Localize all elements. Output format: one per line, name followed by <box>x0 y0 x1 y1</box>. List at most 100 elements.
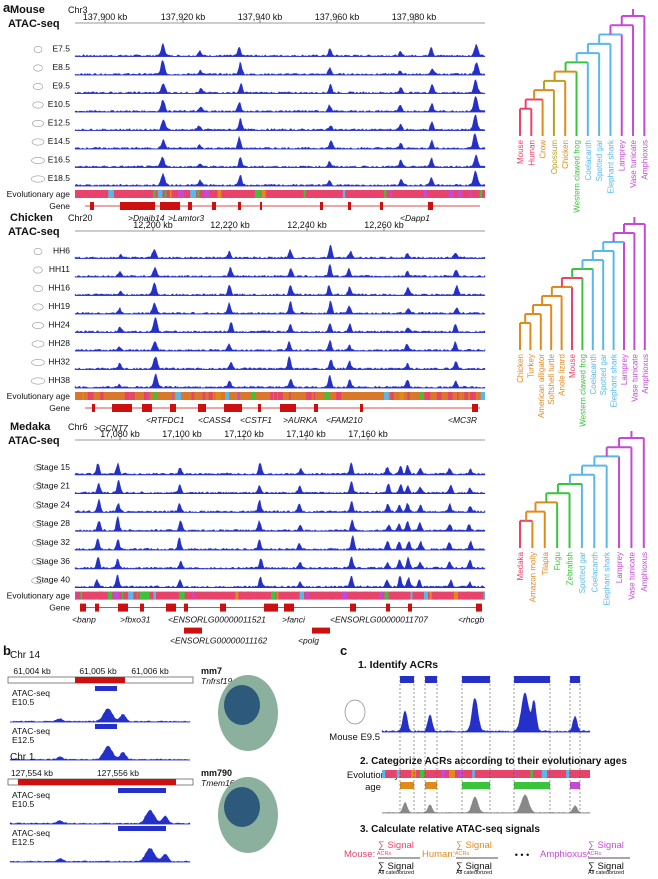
evo-segment <box>424 591 429 600</box>
panel-letter-b: b <box>3 643 11 658</box>
stage-label: E16.5 <box>48 155 70 165</box>
gene-name: <ENSORLG00000011521 <box>168 615 266 625</box>
embryo-icon <box>32 321 44 329</box>
gene-name: >Lamtor3 <box>168 213 204 223</box>
evo-segment <box>399 392 404 400</box>
track-stage-label: E10.5 <box>12 799 34 809</box>
tree-taxon-label: Spotted gar <box>578 552 587 594</box>
evo-segment <box>351 591 358 600</box>
embryo-icon <box>32 539 44 547</box>
signal-track <box>9 745 191 761</box>
locus-gene-name: Tmem163 <box>201 778 240 788</box>
evo-segment <box>424 392 431 400</box>
stage-label: E14.5 <box>48 136 70 146</box>
evo-segment <box>190 190 197 198</box>
evo-segment <box>237 392 240 400</box>
stage-label: Stage 24 <box>36 499 70 509</box>
stage-label: HH28 <box>48 338 70 348</box>
gene-name: <CSTF1 <box>240 415 272 425</box>
evo-segment <box>121 591 124 600</box>
tree-taxon-label: Amazon molly <box>528 552 537 602</box>
evo-segment <box>270 392 274 400</box>
gene-name: >AURKA <box>283 415 318 425</box>
evo-segment <box>313 392 316 400</box>
evo-segment <box>470 392 476 400</box>
evo-segment <box>148 392 150 400</box>
evo-segment <box>191 392 195 400</box>
formula-note: All categorized <box>588 870 624 874</box>
signal-track <box>9 847 191 863</box>
evo-segment <box>143 392 148 400</box>
chromosome-label: Chr3 <box>68 5 88 15</box>
formula-note: All categorized <box>456 870 492 874</box>
evo-segment <box>82 190 86 198</box>
evo-segment <box>130 392 135 400</box>
locus-coord: 61,005 kb <box>79 666 117 676</box>
evo-segment <box>306 392 312 400</box>
exon <box>170 404 176 412</box>
signal-track <box>74 170 486 187</box>
assay-title: ATAC-seq <box>8 226 60 238</box>
exon <box>386 603 390 612</box>
chromosome-label: Chr6 <box>68 422 88 432</box>
evo-segment <box>75 190 78 198</box>
evo-segment <box>411 770 417 778</box>
coord-tick-label: 17,100 kb <box>162 429 202 439</box>
formula-denominator: ∑ Signal <box>378 861 414 872</box>
evo-age-label: Evolutionary age <box>7 189 71 199</box>
acr-mark <box>95 724 117 729</box>
exon <box>118 603 128 612</box>
evo-segment <box>390 392 394 400</box>
categorized-acr <box>462 782 490 789</box>
exon <box>312 627 330 634</box>
evo-segment <box>217 190 222 198</box>
tree-taxon-label: Elephant shark <box>610 353 619 407</box>
gene-track-label: Gene <box>49 603 70 613</box>
evo-segment <box>299 591 305 600</box>
evo-segment <box>208 392 213 400</box>
locus-coord: 127,554 kb <box>11 768 53 778</box>
evo-segment <box>101 190 104 198</box>
stage-label: Stage 28 <box>36 518 70 528</box>
evo-segment <box>472 770 475 778</box>
evo-segment <box>342 591 348 600</box>
coord-tick-label: 12,200 kb <box>133 220 173 230</box>
stage-label: Stage 15 <box>36 462 70 472</box>
tree-taxon-label: Western clawed frog <box>578 354 587 427</box>
evo-segment <box>78 190 80 198</box>
formula-subscript: ACRs <box>587 851 602 857</box>
evo-segment <box>113 591 119 600</box>
tree-taxon-label: Vase tunicate <box>629 139 638 187</box>
exon <box>220 603 226 612</box>
formula-numerator: ∑ Signal <box>378 840 414 851</box>
embryo-icon <box>30 377 46 385</box>
coord-tick-label: 12,240 kb <box>287 220 327 230</box>
signal-track <box>74 480 486 494</box>
signal-track <box>74 556 486 570</box>
evo-segment <box>433 591 439 600</box>
signal-track <box>381 794 591 814</box>
step1-title: 1. Identify ACRs <box>358 659 438 671</box>
coord-tick-label: 17,120 kb <box>224 429 264 439</box>
acr-box <box>514 676 550 683</box>
coord-tick-label: 17,160 kb <box>348 429 388 439</box>
gene-name: >Dnajb14 <box>128 213 165 223</box>
stage-label: HH16 <box>48 283 70 293</box>
species-block-chicken: Chicken ATAC-seq Chr20 12,200 kb 12,220 kb 12… <box>7 212 650 433</box>
evo-segment <box>172 190 177 198</box>
chromosome-label: Chr20 <box>68 213 93 223</box>
evo-segment <box>329 591 334 600</box>
formula-species: Mouse: <box>344 849 375 860</box>
evo-segment <box>467 591 470 600</box>
track-stage-label: E12.5 <box>12 837 34 847</box>
signal-track <box>74 534 486 551</box>
formula-numerator: ∑ Signal <box>588 840 624 851</box>
evo-segment <box>300 190 303 198</box>
evo-segment <box>472 190 477 198</box>
evo-segment <box>482 591 485 600</box>
evo-segment <box>480 392 485 400</box>
panel-b: Chr 14 61,004 kb 61,005 kb 61,006 kb mm7Tnfr… <box>7 650 278 863</box>
evo-segment <box>432 190 436 198</box>
coord-tick-label: 137,980 kb <box>392 12 437 22</box>
evo-segment <box>449 770 455 778</box>
